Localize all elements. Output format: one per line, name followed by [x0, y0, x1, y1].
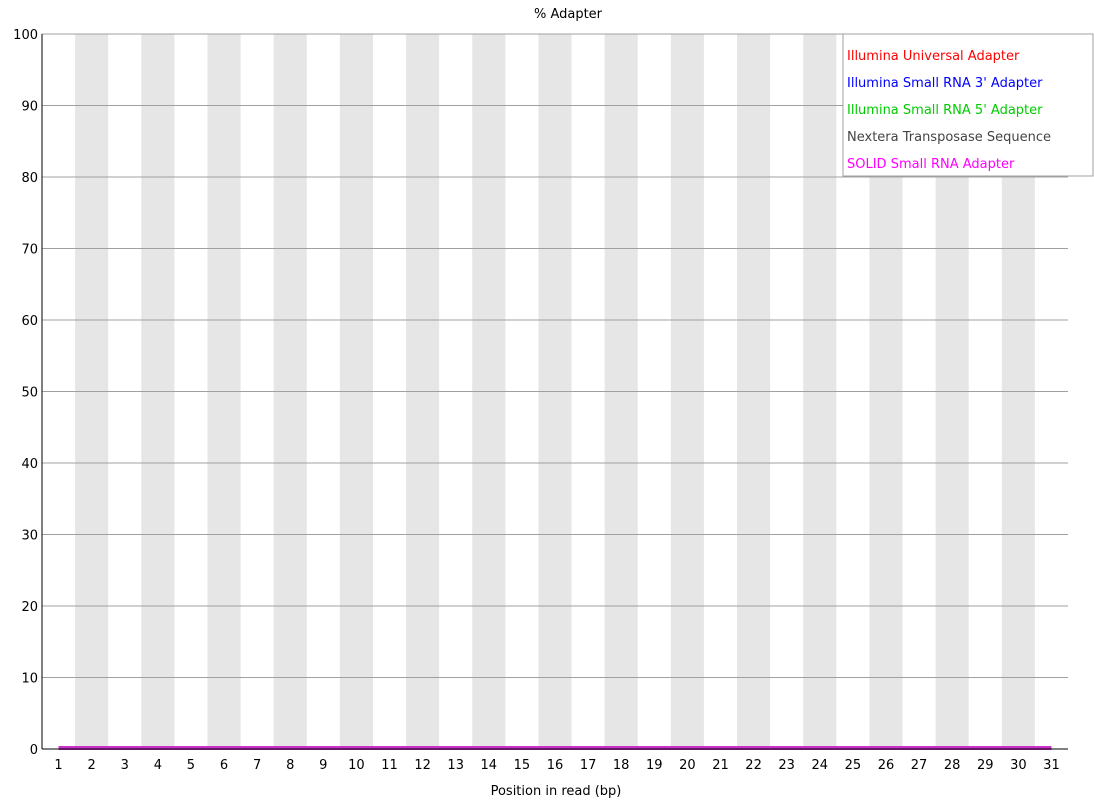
legend-entry-1: Illumina Small RNA 3' Adapter: [847, 76, 1043, 91]
x-tick-label-6: 6: [220, 758, 228, 773]
x-axis-label: Position in read (bp): [491, 784, 622, 799]
legend-box: [842, 33, 1094, 177]
legend-entry-4: SOLID Small RNA Adapter: [847, 157, 1015, 172]
y-tick-label-70: 70: [21, 243, 38, 258]
x-tick-label-13: 13: [447, 758, 464, 773]
y-tick-labels: 0 10 20 30 40 50 60 70 80 90 100: [13, 28, 38, 758]
x-tick-label-25: 25: [845, 758, 862, 773]
x-tick-label-16: 16: [547, 758, 564, 773]
axes: [41, 34, 1068, 750]
legend-entry-3: Nextera Transposase Sequence: [847, 130, 1051, 145]
x-tick-label-20: 20: [679, 758, 696, 773]
y-tick-label-40: 40: [21, 457, 38, 472]
x-tick-label-5: 5: [187, 758, 195, 773]
legend-entry-2: Illumina Small RNA 5' Adapter: [847, 103, 1043, 118]
x-tick-label-10: 10: [348, 758, 365, 773]
y-tick-label-50: 50: [21, 386, 38, 401]
legend-entry-0: Illumina Universal Adapter: [847, 49, 1020, 64]
y-tick-label-100: 100: [13, 28, 38, 43]
x-tick-label-29: 29: [977, 758, 994, 773]
x-tick-label-18: 18: [613, 758, 630, 773]
x-tick-label-4: 4: [154, 758, 162, 773]
x-tick-label-21: 21: [712, 758, 729, 773]
x-tick-label-22: 22: [745, 758, 762, 773]
y-tick-label-90: 90: [21, 100, 38, 115]
x-tick-label-9: 9: [319, 758, 327, 773]
x-tick-label-14: 14: [481, 758, 498, 773]
x-tick-labels: 1 2 3 4 5 6 7 8 9 10 11 12 13 14 15 16 17 18 19 20 21 22 23 24 2…: [54, 758, 1059, 773]
x-tick-label-3: 3: [121, 758, 129, 773]
x-tick-label-24: 24: [812, 758, 829, 773]
x-tick-label-19: 19: [646, 758, 663, 773]
x-tick-label-1: 1: [54, 758, 62, 773]
x-tick-label-2: 2: [88, 758, 96, 773]
y-tick-label-60: 60: [21, 314, 38, 329]
y-tick-label-80: 80: [21, 171, 38, 186]
x-tick-label-12: 12: [414, 758, 431, 773]
x-tick-label-7: 7: [253, 758, 261, 773]
x-tick-label-31: 31: [1043, 758, 1060, 773]
x-tick-label-17: 17: [580, 758, 597, 773]
y-tick-label-20: 20: [21, 600, 38, 615]
y-tick-label-0: 0: [30, 743, 38, 758]
y-tick-label-30: 30: [21, 529, 38, 544]
x-tick-label-27: 27: [911, 758, 928, 773]
legend: Illumina Universal Adapter Illumina Small…: [842, 33, 1094, 177]
x-tick-label-30: 30: [1010, 758, 1027, 773]
x-tick-label-11: 11: [381, 758, 398, 773]
x-tick-label-26: 26: [878, 758, 895, 773]
x-tick-label-23: 23: [778, 758, 795, 773]
x-tick-label-8: 8: [286, 758, 294, 773]
y-tick-label-10: 10: [21, 672, 38, 687]
x-tick-label-28: 28: [944, 758, 961, 773]
chart-title: % Adapter: [534, 7, 603, 22]
x-tick-label-15: 15: [514, 758, 531, 773]
